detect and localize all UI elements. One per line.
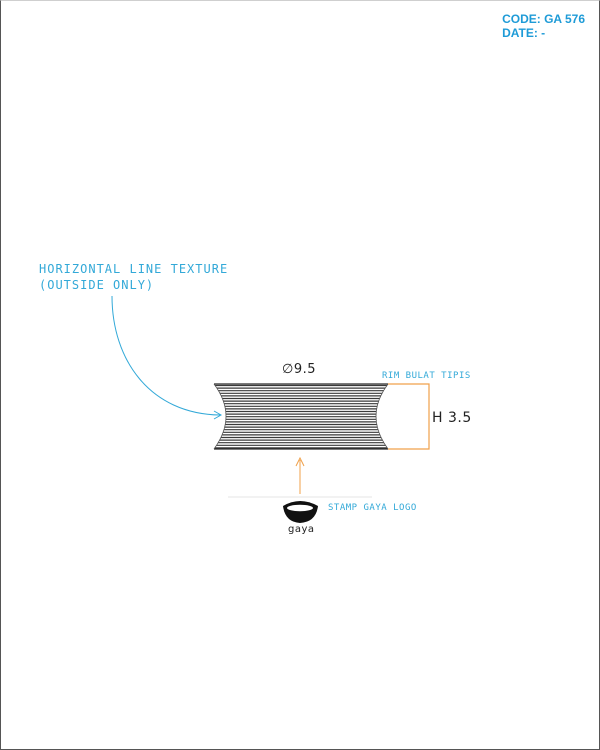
bowl-curved-sides — [213, 383, 389, 450]
bowl-side-profile — [214, 384, 388, 449]
texture-note-line1: HORIZONTAL LINE TEXTURE — [39, 262, 229, 276]
texture-note-line2: (OUTSIDE ONLY) — [39, 278, 155, 292]
horizontal-line-texture — [214, 384, 388, 449]
gaya-logo-word: gaya — [288, 524, 315, 535]
diameter-label: ∅9.5 — [282, 362, 316, 377]
product-date: DATE: - — [502, 26, 546, 40]
diameter-value: 9.5 — [293, 362, 317, 377]
texture-callout-line — [111, 295, 221, 416]
code-block: CODE: GA 576 DATE: - — [502, 12, 585, 40]
texture-arrowhead-icon — [213, 410, 223, 420]
stamp-note: STAMP GAYA LOGO — [328, 503, 417, 513]
rim-note: RIM BULAT TIPIS — [382, 371, 471, 381]
bowl-rim-edges — [214, 383, 388, 450]
height-dimension-bracket — [388, 383, 430, 450]
diameter-symbol: ∅ — [282, 362, 294, 377]
stamp-arrowhead-icon — [295, 456, 305, 467]
height-label: H 3.5 — [432, 410, 472, 426]
product-code: CODE: GA 576 — [502, 12, 585, 26]
gaya-logo-icon — [283, 501, 318, 523]
